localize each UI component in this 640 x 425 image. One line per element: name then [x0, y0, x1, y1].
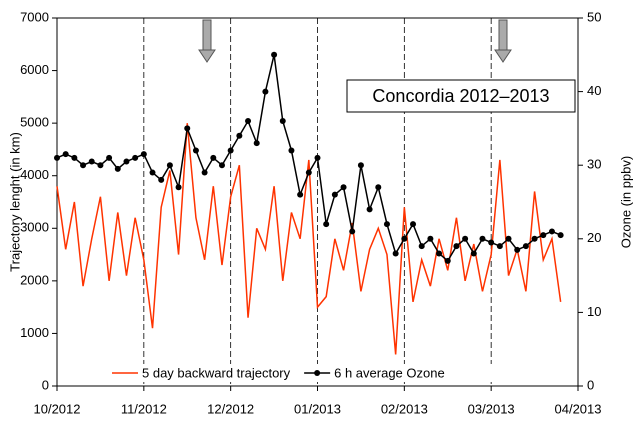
point	[132, 154, 139, 161]
point	[97, 162, 104, 169]
x-tick-label: 02/2013	[381, 401, 428, 416]
y2-tick-label: 10	[587, 304, 601, 319]
y-tick-label: 6000	[20, 62, 49, 77]
point	[436, 250, 443, 257]
point	[331, 191, 338, 198]
point	[505, 235, 512, 242]
point	[323, 221, 330, 228]
point	[184, 125, 191, 132]
point	[375, 184, 382, 191]
y-tick-label: 7000	[20, 9, 49, 24]
point	[54, 154, 60, 161]
point	[80, 162, 87, 169]
point	[210, 154, 217, 161]
point	[218, 162, 225, 169]
point	[557, 232, 564, 239]
point	[453, 243, 460, 250]
x-tick-label: 04/2013	[555, 401, 602, 416]
point	[279, 118, 286, 125]
point	[427, 235, 434, 242]
x-tick-label: 12/2012	[207, 401, 254, 416]
point	[305, 169, 312, 176]
point	[392, 250, 399, 257]
point	[245, 118, 252, 125]
y-tick-label: 3000	[20, 220, 49, 235]
point	[297, 191, 304, 198]
x-tick-label: 10/2012	[34, 401, 81, 416]
annotation-box	[346, 79, 576, 113]
point	[410, 221, 417, 228]
point	[531, 235, 538, 242]
point	[366, 206, 373, 213]
y2-tick-label: 20	[587, 230, 601, 245]
point	[71, 154, 78, 161]
y-tick-label: 4000	[20, 167, 49, 182]
point	[192, 147, 199, 154]
legend-marker	[314, 370, 321, 376]
legend-label: 5 day backward trajectory	[142, 365, 291, 380]
y-tick-label: 5000	[20, 115, 49, 130]
point	[462, 235, 469, 242]
point	[514, 246, 521, 253]
point	[262, 88, 269, 95]
point	[496, 243, 503, 250]
point	[288, 147, 295, 154]
y2-tick-label: 30	[587, 157, 601, 172]
point	[149, 169, 156, 176]
y2-axis-label: Ozone (in ppbv)	[618, 156, 633, 249]
y2-tick-label: 0	[587, 377, 594, 392]
y-axis-label: Trajectory lenght (in km)	[7, 132, 22, 272]
y-tick-label: 0	[42, 377, 49, 392]
legend-label: 6 h average Ozone	[334, 365, 445, 380]
arrow	[198, 19, 216, 63]
y2-tick-label: 50	[587, 9, 601, 24]
point	[401, 235, 408, 242]
point	[418, 243, 425, 250]
point	[340, 184, 347, 191]
point	[106, 154, 113, 161]
point	[349, 228, 356, 235]
point	[488, 239, 495, 246]
point	[88, 158, 95, 165]
point	[314, 154, 321, 161]
point	[201, 169, 208, 176]
point	[175, 184, 182, 191]
y2-tick-label: 40	[587, 83, 601, 98]
point	[357, 162, 364, 169]
point	[540, 232, 547, 239]
point	[114, 165, 121, 172]
point	[548, 228, 555, 235]
x-tick-label: 01/2013	[294, 401, 341, 416]
point	[140, 151, 147, 158]
point	[158, 176, 165, 183]
arrow	[494, 19, 512, 63]
x-tick-label: 03/2013	[468, 401, 515, 416]
series-line	[56, 123, 562, 355]
point	[383, 221, 390, 228]
y-tick-label: 1000	[20, 325, 49, 340]
point	[227, 147, 234, 154]
x-tick-label: 11/2012	[121, 401, 167, 416]
point	[253, 140, 260, 147]
point	[444, 257, 451, 264]
y-tick-label: 2000	[20, 272, 49, 287]
point	[271, 51, 278, 58]
point	[236, 132, 243, 139]
point	[470, 250, 477, 257]
point	[62, 151, 69, 158]
point	[522, 243, 529, 250]
point	[479, 235, 486, 242]
point	[166, 162, 173, 169]
point	[123, 158, 130, 165]
annotation: Concordia 2012–2013	[372, 86, 549, 106]
